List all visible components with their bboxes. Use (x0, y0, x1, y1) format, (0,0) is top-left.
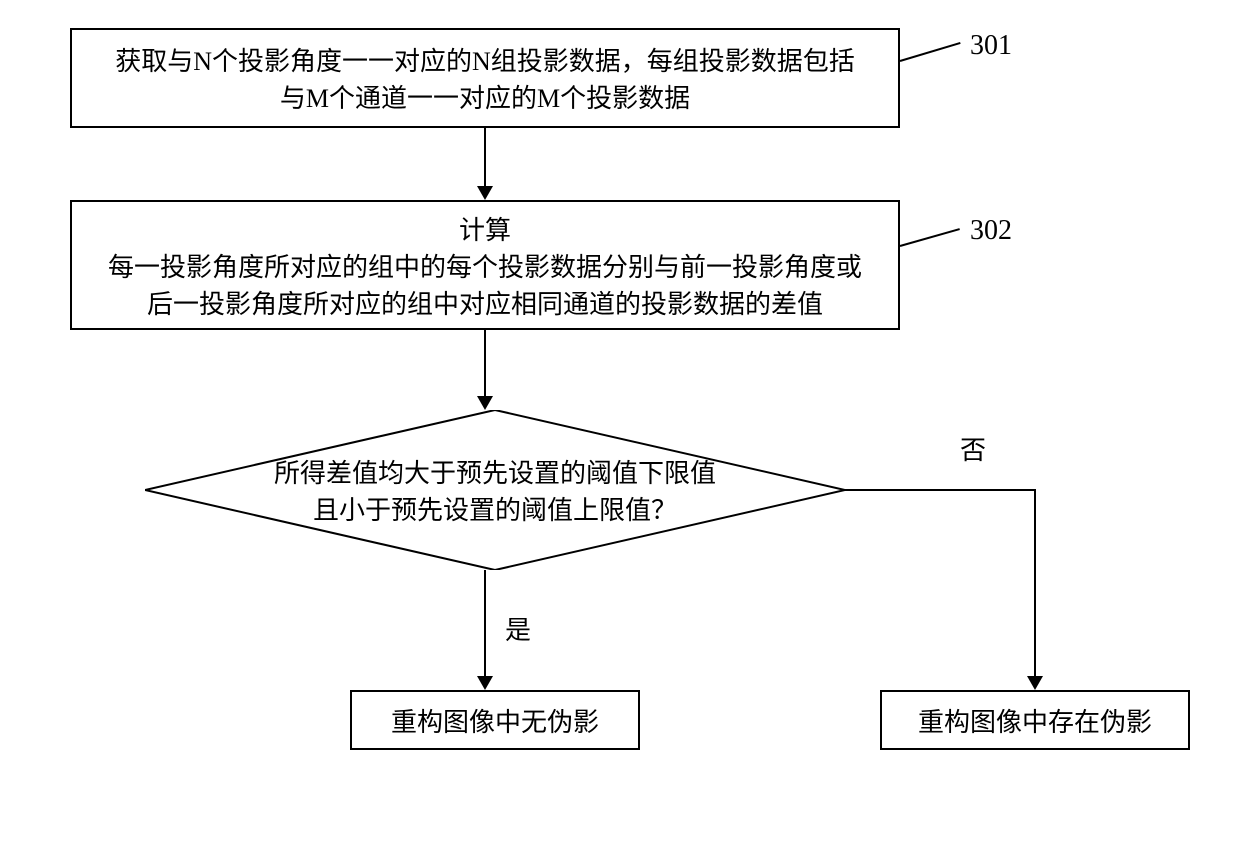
branch-yes-label: 是 (505, 610, 531, 647)
step-box-2-line1: 计算 (459, 210, 511, 247)
leader-line-2 (900, 228, 961, 247)
arrow-1-line (484, 128, 486, 188)
decision-line1: 所得差值均大于预先设置的阈值下限值 (274, 453, 716, 490)
decision-line2: 且小于预先设置的阈值上限值？ (313, 490, 677, 527)
leader-line-1 (900, 42, 961, 62)
arrow-2-head (477, 396, 493, 410)
step-box-2-line3: 后一投影角度所对应的组中对应相同通道的投影数据的差值 (147, 284, 823, 321)
arrow-2-line (484, 330, 486, 398)
arrow-yes-head (477, 676, 493, 690)
step-box-2: 计算 每一投影角度所对应的组中的每个投影数据分别与前一投影角度或 后一投影角度所… (70, 200, 900, 330)
step-box-1-line1: 获取与N个投影角度一一对应的N组投影数据，每组投影数据包括 (115, 41, 855, 78)
arrow-1-head (477, 186, 493, 200)
arrow-no-horizontal (845, 489, 1036, 491)
arrow-no-vertical (1034, 490, 1036, 678)
step-box-2-line2: 每一投影角度所对应的组中的每个投影数据分别与前一投影角度或 (108, 247, 862, 284)
step-label-301: 301 (970, 30, 1012, 62)
arrow-no-head (1027, 676, 1043, 690)
result-no-text: 重构图像中存在伪影 (918, 702, 1152, 739)
step-label-302: 302 (970, 215, 1012, 247)
result-yes-box: 重构图像中无伪影 (350, 690, 640, 750)
step-box-1: 获取与N个投影角度一一对应的N组投影数据，每组投影数据包括 与M个通道一一对应的… (70, 28, 900, 128)
result-no-box: 重构图像中存在伪影 (880, 690, 1190, 750)
decision-diamond: 所得差值均大于预先设置的阈值下限值 且小于预先设置的阈值上限值？ (145, 410, 845, 570)
branch-no-label: 否 (960, 430, 986, 467)
arrow-yes-line (484, 570, 486, 678)
step-box-1-line2: 与M个通道一一对应的M个投影数据 (280, 78, 690, 115)
result-yes-text: 重构图像中无伪影 (391, 702, 599, 739)
